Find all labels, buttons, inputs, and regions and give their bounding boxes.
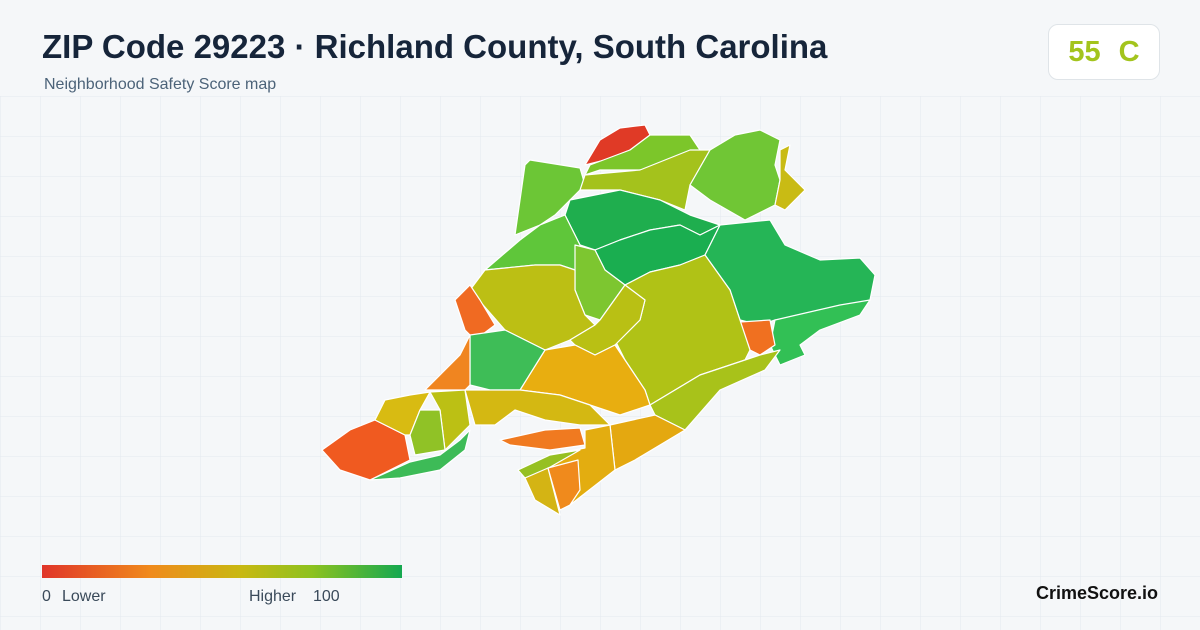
brand: CrimeScore.io <box>1035 583 1158 603</box>
legend-gradient <box>42 565 402 578</box>
score-badge: 55 C <box>1048 24 1160 80</box>
zones <box>321 124 876 516</box>
legend-min-label: Lower <box>62 588 106 605</box>
grade: C <box>1118 35 1140 68</box>
score: 55 <box>1068 35 1101 68</box>
legend-min: 0 <box>42 588 51 605</box>
legend-max: 100 <box>313 588 340 605</box>
subtitle: Neighborhood Safety Score map <box>44 76 277 93</box>
legend-max-label: Higher <box>249 588 297 605</box>
title: ZIP Code 29223 · Richland County, South … <box>42 28 828 65</box>
